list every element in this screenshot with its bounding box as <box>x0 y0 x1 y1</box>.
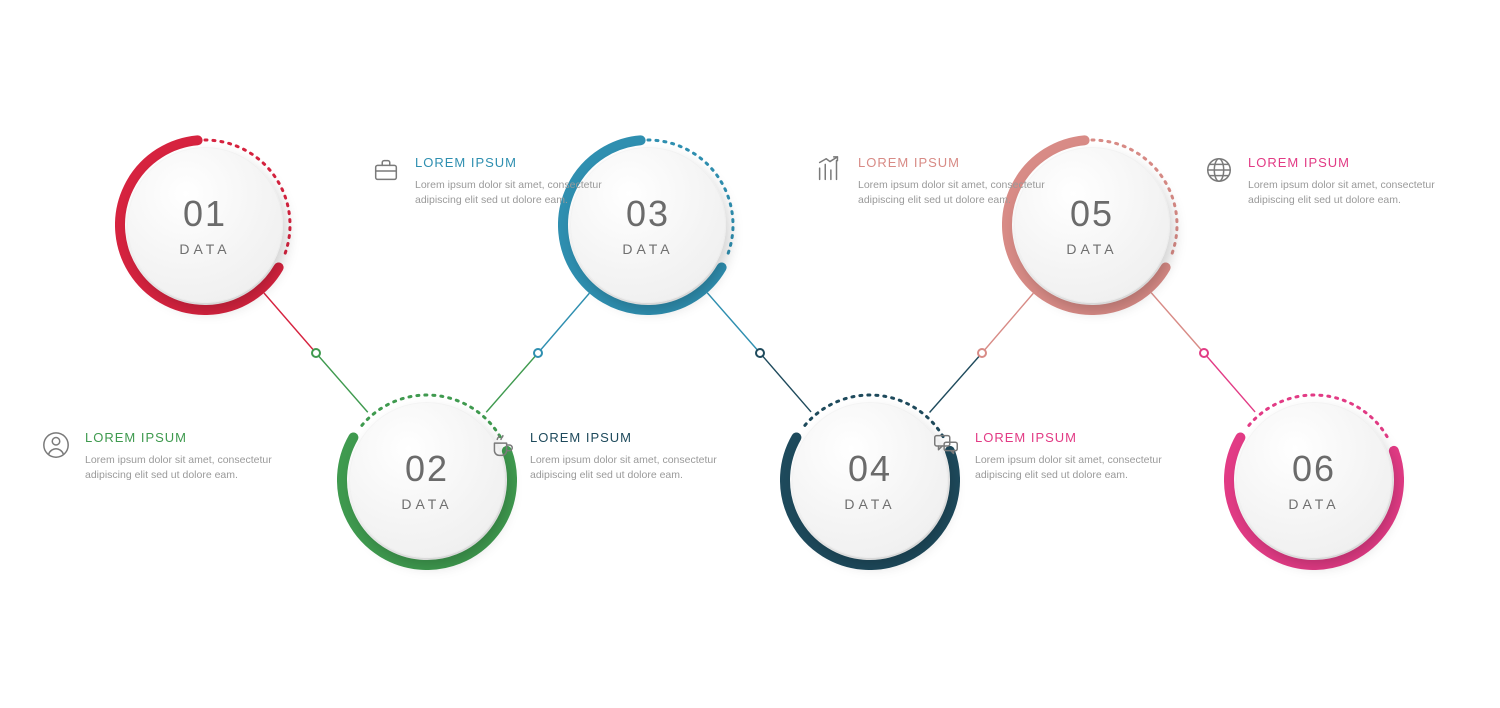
globe-icon <box>1204 155 1234 190</box>
info-body: Lorem ipsum dolor sit amet, consectetur … <box>858 178 1053 208</box>
step-label: DATA <box>1066 241 1117 257</box>
info-block: LOREM IPSUM Lorem ipsum dolor sit amet, c… <box>975 430 1170 483</box>
step-disc: 02 DATA <box>349 402 505 558</box>
info-title: LOREM IPSUM <box>85 430 280 445</box>
info-title: LOREM IPSUM <box>530 430 725 445</box>
info-block: LOREM IPSUM Lorem ipsum dolor sit amet, c… <box>415 155 610 208</box>
info-block: LOREM IPSUM Lorem ipsum dolor sit amet, c… <box>858 155 1053 208</box>
info-block: LOREM IPSUM Lorem ipsum dolor sit amet, c… <box>1248 155 1443 208</box>
step-node-04: 04 DATA <box>780 390 960 570</box>
step-number: 06 <box>1292 448 1336 490</box>
step-label: DATA <box>179 241 230 257</box>
chat-icon <box>931 430 961 465</box>
connector-dot <box>311 348 321 358</box>
step-number: 04 <box>848 448 892 490</box>
info-title: LOREM IPSUM <box>415 155 610 170</box>
connector-dot <box>533 348 543 358</box>
step-label: DATA <box>401 496 452 512</box>
connector-dot <box>977 348 987 358</box>
step-number: 03 <box>626 193 670 235</box>
growth-icon <box>814 155 844 190</box>
step-number: 02 <box>405 448 449 490</box>
step-node-06: 06 DATA <box>1224 390 1404 570</box>
cup-icon <box>486 430 516 465</box>
briefcase-icon <box>371 155 401 190</box>
step-disc: 01 DATA <box>127 147 283 303</box>
info-body: Lorem ipsum dolor sit amet, consectetur … <box>1248 178 1443 208</box>
step-node-01: 01 DATA <box>115 135 295 315</box>
info-body: Lorem ipsum dolor sit amet, consectetur … <box>85 453 280 483</box>
step-node-02: 02 DATA <box>337 390 517 570</box>
info-block: LOREM IPSUM Lorem ipsum dolor sit amet, c… <box>85 430 280 483</box>
connectors-layer <box>0 0 1500 708</box>
info-body: Lorem ipsum dolor sit amet, consectetur … <box>975 453 1170 483</box>
info-body: Lorem ipsum dolor sit amet, consectetur … <box>415 178 610 208</box>
connector-dot <box>1199 348 1209 358</box>
person-icon <box>41 430 71 465</box>
step-label: DATA <box>844 496 895 512</box>
step-disc: 04 DATA <box>792 402 948 558</box>
step-disc: 06 DATA <box>1236 402 1392 558</box>
info-title: LOREM IPSUM <box>1248 155 1443 170</box>
step-label: DATA <box>1288 496 1339 512</box>
info-title: LOREM IPSUM <box>975 430 1170 445</box>
step-label: DATA <box>622 241 673 257</box>
step-number: 01 <box>183 193 227 235</box>
info-body: Lorem ipsum dolor sit amet, consectetur … <box>530 453 725 483</box>
infographic-stage: 01 DATA 02 DATA 03 DATA 04 DATA 05 DATA 06 DATA LORE… <box>0 0 1500 708</box>
info-block: LOREM IPSUM Lorem ipsum dolor sit amet, c… <box>530 430 725 483</box>
connector-dot <box>755 348 765 358</box>
step-number: 05 <box>1070 193 1114 235</box>
info-title: LOREM IPSUM <box>858 155 1053 170</box>
